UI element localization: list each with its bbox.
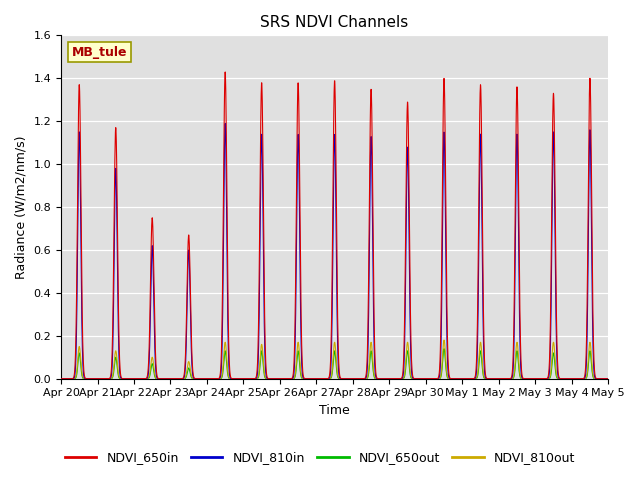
Y-axis label: Radiance (W/m2/nm/s): Radiance (W/m2/nm/s)	[15, 135, 28, 279]
Text: MB_tule: MB_tule	[72, 46, 127, 59]
X-axis label: Time: Time	[319, 404, 350, 417]
Title: SRS NDVI Channels: SRS NDVI Channels	[260, 15, 409, 30]
Legend: NDVI_650in, NDVI_810in, NDVI_650out, NDVI_810out: NDVI_650in, NDVI_810in, NDVI_650out, NDV…	[60, 446, 580, 469]
